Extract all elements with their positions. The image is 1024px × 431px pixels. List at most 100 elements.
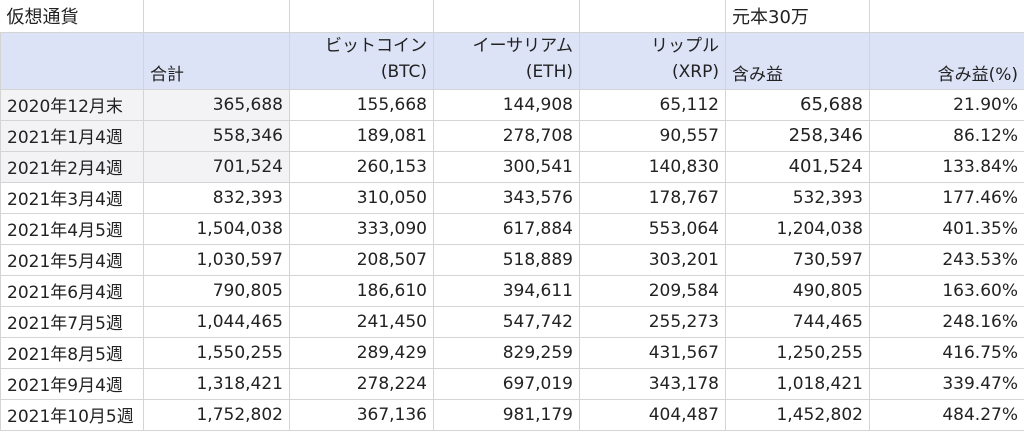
cell-total[interactable]: 1,752,802 [144,399,290,430]
cell-profit[interactable]: 1,204,038 [726,213,870,244]
cell-xrp[interactable]: 255,273 [580,306,726,337]
cell-eth[interactable]: 144,908 [434,89,580,120]
cell-profit[interactable]: 258,346 [726,120,870,151]
cell-xrp[interactable]: 404,487 [580,399,726,430]
cell-profit-pct[interactable]: 484.27% [870,399,1024,430]
cell-total[interactable]: 1,030,597 [144,244,290,275]
cell-total[interactable]: 558,346 [144,120,290,151]
cell-profit[interactable]: 1,018,421 [726,368,870,399]
row-label[interactable]: 2021年2月4週 [1,151,144,182]
row-label[interactable]: 2021年9月4週 [1,368,144,399]
empty-cell[interactable] [434,0,580,32]
row-label[interactable]: 2021年1月4週 [1,120,144,151]
cell-total[interactable]: 1,550,255 [144,337,290,368]
cell-profit-pct[interactable]: 248.16% [870,306,1024,337]
cell-btc[interactable]: 333,090 [290,213,434,244]
header-profit-pct[interactable]: 含み益(%) [870,32,1024,89]
cell-btc[interactable]: 208,507 [290,244,434,275]
cell-eth[interactable]: 394,611 [434,275,580,306]
cell-profit[interactable]: 490,805 [726,275,870,306]
cell-profit-pct[interactable]: 243.53% [870,244,1024,275]
cell-xrp[interactable]: 431,567 [580,337,726,368]
cell-total[interactable]: 1,504,038 [144,213,290,244]
row-label[interactable]: 2021年10月5週 [1,399,144,430]
cell-btc[interactable]: 367,136 [290,399,434,430]
cell-profit-pct[interactable]: 416.75% [870,337,1024,368]
cell-profit-pct[interactable]: 339.47% [870,368,1024,399]
cell-profit[interactable]: 65,688 [726,89,870,120]
title-row: 仮想通貨 元本30万 [1,0,1024,32]
cell-xrp[interactable]: 303,201 [580,244,726,275]
cell-eth[interactable]: 343,576 [434,182,580,213]
header-eth[interactable]: イーサリアム (ETH) [434,32,580,89]
cell-btc[interactable]: 310,050 [290,182,434,213]
empty-cell[interactable] [290,0,434,32]
cell-profit-pct[interactable]: 401.35% [870,213,1024,244]
cell-eth[interactable]: 829,259 [434,337,580,368]
header-btc[interactable]: ビットコイン (BTC) [290,32,434,89]
cell-profit-pct[interactable]: 163.60% [870,275,1024,306]
header-xrp[interactable]: リップル (XRP) [580,32,726,89]
cell-profit-pct[interactable]: 177.46% [870,182,1024,213]
cell-eth[interactable]: 300,541 [434,151,580,182]
header-row: 合計 ビットコイン (BTC) イーサリアム (ETH) リップル (XRP) … [1,32,1024,89]
header-empty[interactable] [1,32,144,89]
header-total[interactable]: 合計 [144,32,290,89]
cell-btc[interactable]: 186,610 [290,275,434,306]
sheet-title[interactable]: 仮想通貨 [1,0,144,32]
cell-total[interactable]: 832,393 [144,182,290,213]
row-label[interactable]: 2021年7月5週 [1,306,144,337]
row-label[interactable]: 2021年3月4週 [1,182,144,213]
cell-total[interactable]: 790,805 [144,275,290,306]
cell-xrp[interactable]: 553,064 [580,213,726,244]
cell-profit[interactable]: 1,250,255 [726,337,870,368]
cell-total[interactable]: 365,688 [144,89,290,120]
cell-btc[interactable]: 278,224 [290,368,434,399]
row-label[interactable]: 2021年6月4週 [1,275,144,306]
cell-btc[interactable]: 260,153 [290,151,434,182]
cell-profit-pct[interactable]: 86.12% [870,120,1024,151]
cell-btc[interactable]: 241,450 [290,306,434,337]
header-profit[interactable]: 含み益 [726,32,870,89]
cell-xrp[interactable]: 65,112 [580,89,726,120]
cell-eth[interactable]: 697,019 [434,368,580,399]
cell-btc[interactable]: 289,429 [290,337,434,368]
empty-cell[interactable] [580,0,726,32]
cell-btc[interactable]: 189,081 [290,120,434,151]
cell-xrp[interactable]: 343,178 [580,368,726,399]
cell-profit[interactable]: 1,452,802 [726,399,870,430]
cell-profit[interactable]: 401,524 [726,151,870,182]
cell-eth[interactable]: 547,742 [434,306,580,337]
cell-eth[interactable]: 278,708 [434,120,580,151]
cell-profit[interactable]: 744,465 [726,306,870,337]
cell-eth[interactable]: 518,889 [434,244,580,275]
cell-xrp[interactable]: 140,830 [580,151,726,182]
cell-total[interactable]: 1,044,465 [144,306,290,337]
cell-profit-pct[interactable]: 133.84% [870,151,1024,182]
cell-xrp[interactable]: 90,557 [580,120,726,151]
cell-eth[interactable]: 617,884 [434,213,580,244]
header-btc-code: (BTC) [296,59,427,85]
principal-note[interactable]: 元本30万 [726,0,870,32]
cell-total[interactable]: 701,524 [144,151,290,182]
row-label[interactable]: 2021年8月5週 [1,337,144,368]
cell-eth[interactable]: 981,179 [434,399,580,430]
empty-cell[interactable] [144,0,290,32]
empty-cell[interactable] [870,0,1024,32]
row-label[interactable]: 2021年5月4週 [1,244,144,275]
cell-profit-pct[interactable]: 21.90% [870,89,1024,120]
cell-xrp[interactable]: 178,767 [580,182,726,213]
row-label[interactable]: 2021年4月5週 [1,213,144,244]
cell-xrp[interactable]: 209,584 [580,275,726,306]
cell-profit[interactable]: 730,597 [726,244,870,275]
header-btc-name: ビットコイン [296,33,427,59]
cell-profit[interactable]: 532,393 [726,182,870,213]
row-label[interactable]: 2020年12月末 [1,89,144,120]
cell-btc[interactable]: 155,668 [290,89,434,120]
cell-total[interactable]: 1,318,421 [144,368,290,399]
